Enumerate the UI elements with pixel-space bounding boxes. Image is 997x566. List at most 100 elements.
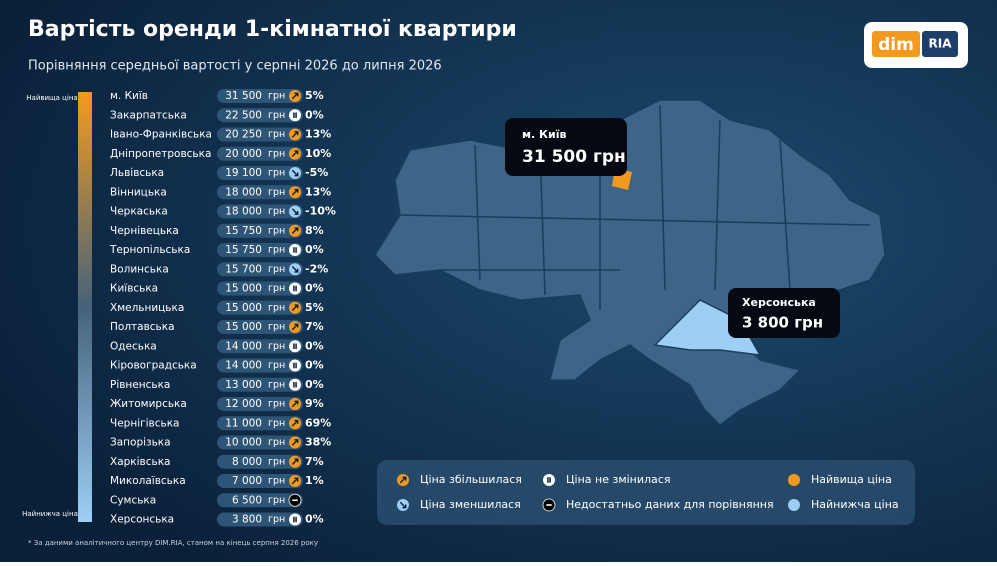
icon-none [542, 498, 556, 512]
icon-glyph [291, 419, 299, 427]
price: 22 500 [225, 109, 262, 121]
title: Вартість оренди 1-кімнатної квартири [28, 17, 517, 42]
unit: грн [268, 456, 285, 467]
icon-up [289, 128, 301, 141]
price-pill [217, 166, 303, 180]
price: 8 000 [232, 456, 262, 468]
icon-down [397, 499, 409, 511]
icon-up [289, 321, 301, 333]
callout-label: Херсонська [742, 296, 816, 309]
price-pill [217, 454, 303, 469]
icon-up [289, 436, 301, 449]
price: 15 750 [225, 225, 262, 237]
price: 15 000 [225, 283, 262, 295]
scale-bottom: Найнижча ціна [22, 510, 78, 518]
callout: Херсонська 3 800 грн [728, 288, 840, 338]
unit: грн [268, 302, 285, 313]
icon-none [288, 493, 302, 507]
unit: грн [268, 187, 285, 198]
change: 5% [305, 301, 324, 314]
icon-up [289, 417, 301, 430]
icon-circle [543, 474, 555, 486]
icon-glyph [291, 400, 299, 408]
change: -5% [305, 166, 328, 179]
region: Київська [110, 283, 158, 295]
scale-bar [78, 92, 92, 522]
change: 0% [305, 378, 324, 391]
price-pill [217, 89, 303, 103]
unit: грн [268, 264, 285, 275]
legend-box [377, 460, 915, 525]
icon-glyph [291, 477, 299, 485]
icon-up [289, 186, 301, 199]
price-pill [217, 397, 303, 411]
icon-glyph [291, 227, 299, 234]
logo: dim RIA [864, 22, 968, 68]
price: 7 000 [232, 475, 262, 487]
callout-label: м. Київ [522, 128, 566, 141]
price: 15 000 [225, 321, 262, 333]
icon-circle [289, 513, 301, 526]
unit: грн [268, 110, 285, 121]
price-pill [217, 377, 303, 392]
region: м. Київ [110, 90, 148, 102]
icon-glyph [291, 323, 299, 331]
icon-up [289, 398, 301, 410]
icon-up [397, 474, 409, 486]
region: Одеська [110, 340, 157, 352]
icon-circle [289, 109, 301, 122]
scale-top: Найвища ціна [26, 94, 77, 102]
icon-glyph [293, 516, 297, 523]
unit: грн [268, 91, 285, 102]
icon-glyph [291, 131, 299, 138]
icon-glyph [291, 169, 299, 177]
icon-glyph [547, 477, 551, 483]
price-pill [217, 300, 303, 315]
icon-glyph [293, 285, 297, 292]
change: -10% [305, 205, 336, 218]
icon-up [289, 224, 301, 237]
icon-up [289, 301, 301, 314]
price: 10 000 [225, 437, 262, 449]
legend-label: Ціна не змінилася [566, 473, 670, 486]
icon-glyph [293, 112, 297, 118]
legend-label: Найнижча ціна [811, 498, 899, 511]
icon-up [289, 475, 301, 487]
icon-circle [289, 282, 301, 295]
unit: грн [268, 437, 285, 448]
icon-glyph [293, 382, 297, 388]
region: Дніпропетровська [110, 148, 211, 160]
icon-glyph [291, 439, 299, 446]
price: 13 000 [225, 379, 262, 391]
logo-left: dim [878, 35, 914, 55]
price-pill [217, 223, 303, 238]
icon-high [788, 474, 800, 486]
callout-price: 31 500 грн [522, 147, 626, 167]
callout: м. Київ 31 500 грн [505, 118, 627, 176]
change: 7% [305, 455, 324, 468]
icon-same [289, 513, 301, 526]
icon-glyph [291, 458, 299, 465]
price: 31 500 [225, 90, 262, 102]
change: 8% [305, 224, 324, 237]
price: 14 000 [225, 360, 262, 372]
price: 3 800 [232, 514, 262, 526]
icon-same [543, 474, 555, 486]
unit: грн [268, 225, 285, 236]
price-pill [217, 204, 303, 219]
change: -2% [305, 262, 328, 275]
price-pill [217, 108, 303, 123]
icon-same [289, 359, 301, 372]
change: 10% [305, 147, 331, 160]
icon-glyph [291, 188, 299, 196]
map [374, 99, 886, 426]
icon-down [289, 263, 301, 276]
price-pill [217, 262, 303, 277]
unit: грн [268, 129, 285, 140]
region: Херсонська [110, 514, 174, 526]
price: 11 000 [225, 417, 262, 429]
price-pill [217, 358, 303, 373]
unit: грн [268, 399, 285, 410]
region: Волинська [110, 263, 169, 275]
